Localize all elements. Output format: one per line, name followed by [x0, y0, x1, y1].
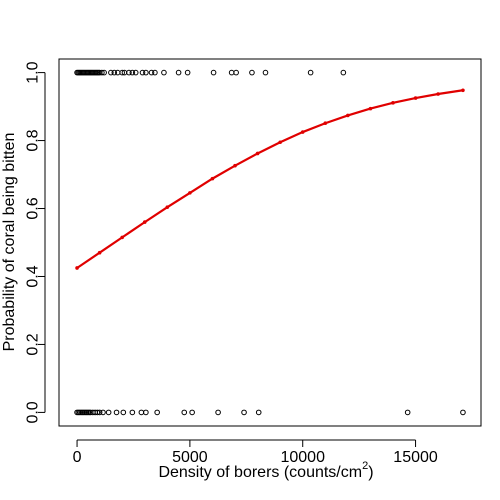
fitted-line-point: [391, 101, 395, 105]
fitted-line-point: [300, 130, 305, 134]
x-axis-title-superscript: 2: [362, 460, 368, 472]
fitted-line-point: [461, 88, 465, 93]
observation-point: [129, 409, 136, 416]
observation-point: [215, 409, 221, 416]
observations-layer: [74, 69, 466, 416]
observation-point: [152, 69, 158, 76]
fitted-line-point: [233, 163, 237, 168]
y-ticks: 0.0 0.2 0.4 0.6 0.8 1.0: [25, 61, 45, 424]
y-tick-label: 0.4: [25, 265, 42, 287]
observation-point: [99, 69, 105, 76]
fitted-line-point: [120, 235, 124, 240]
observation-point: [126, 69, 132, 76]
fitted-line-point: [368, 106, 373, 111]
y-tick-label: 0.0: [25, 401, 42, 423]
fitted-probability-line: [75, 89, 465, 270]
fitted-line-point: [278, 140, 282, 145]
x-axis-title-main: Density of borers (counts/cm: [158, 464, 362, 481]
fitted-line-point: [255, 151, 260, 156]
observation-point: [94, 409, 101, 416]
observation-point: [255, 409, 262, 416]
observation-point: [184, 69, 191, 76]
observation-point: [262, 69, 269, 76]
x-tick-label: 10000: [280, 449, 325, 466]
observation-point: [404, 409, 411, 416]
fitted-line-point: [97, 250, 102, 255]
x-ticks: 0 5000 10000 15000: [73, 440, 438, 466]
observation-point: [119, 69, 125, 76]
fitted-line-point: [346, 113, 350, 118]
y-axis-title: Probability of coral being bitten: [1, 133, 18, 352]
plot-frame: [58, 58, 482, 427]
observation-point: [340, 69, 347, 76]
x-axis: 0 5000 10000 15000: [73, 439, 438, 466]
observation-point: [120, 409, 127, 416]
x-tick-label: 0: [73, 449, 82, 466]
observation-point: [460, 409, 466, 416]
fitted-line-point: [413, 96, 418, 100]
observation-point: [148, 69, 155, 76]
y-tick-label: 1.0: [25, 61, 42, 83]
observation-point: [129, 69, 136, 76]
observation-point: [105, 409, 112, 416]
y-tick-label: 0.8: [25, 129, 42, 151]
observation-point: [132, 69, 139, 76]
x-tick-label: 15000: [393, 449, 438, 466]
observation-point: [307, 69, 314, 76]
observation-point: [210, 69, 217, 76]
observation-point: [233, 69, 239, 76]
observation-point: [161, 69, 167, 76]
fitted-line-point: [188, 191, 192, 195]
observation-point: [175, 69, 182, 76]
observation-point: [108, 69, 114, 76]
y-tick-label: 0.2: [25, 333, 42, 355]
fitted-line-point: [436, 92, 440, 96]
observation-point: [111, 69, 118, 76]
fitted-curve-layer: [75, 88, 465, 270]
observation-point: [100, 409, 106, 416]
observation-point: [249, 69, 255, 76]
y-tick-label: 0.6: [25, 197, 42, 219]
observation-point: [143, 69, 149, 76]
observation-point: [241, 409, 247, 416]
observation-point: [143, 409, 149, 416]
fitted-line-point: [165, 205, 170, 209]
y-axis: 0.0 0.2 0.4 0.6 0.8 1.0: [25, 61, 46, 424]
x-tick-label: 5000: [172, 449, 208, 466]
x-axis-title-suffix: ): [368, 464, 373, 481]
observation-point: [113, 409, 120, 416]
x-axis-title: Density of borers (counts/cm2): [158, 460, 373, 481]
fitted-line-point: [323, 121, 328, 126]
fitted-line-point: [75, 266, 79, 270]
fitted-line-point: [142, 220, 147, 224]
observation-point: [96, 409, 103, 416]
observation-point: [189, 409, 195, 416]
fitted-line-point: [210, 176, 215, 181]
observation-point: [181, 409, 188, 416]
observation-point: [139, 69, 146, 76]
observation-point: [154, 409, 160, 416]
observation-point: [101, 69, 107, 76]
